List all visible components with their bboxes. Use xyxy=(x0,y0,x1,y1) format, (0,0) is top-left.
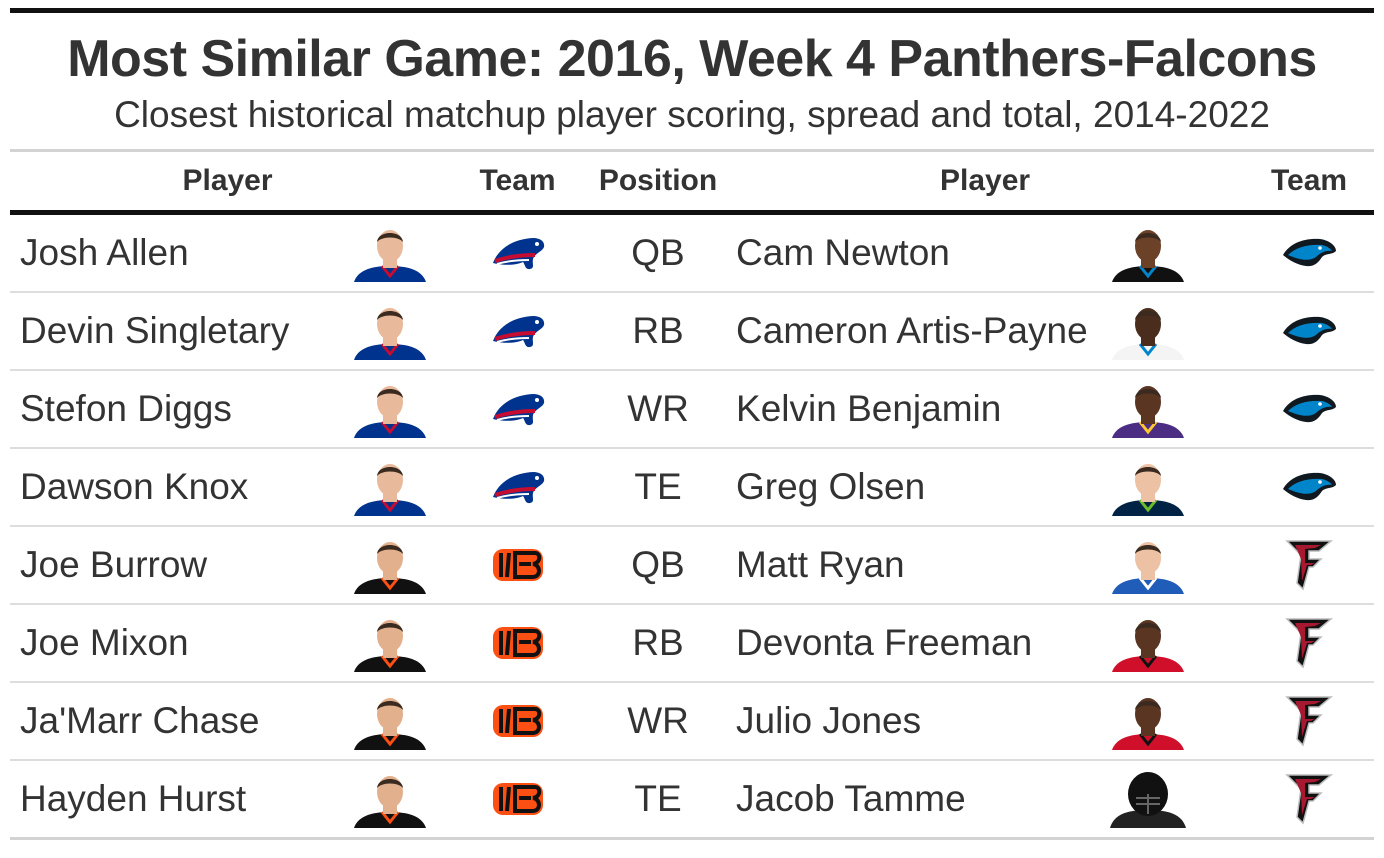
panthers-logo-icon xyxy=(1244,212,1375,293)
falcons-logo-icon xyxy=(1244,604,1375,683)
header-team-right: Team xyxy=(1244,152,1375,215)
bengals-logo-icon xyxy=(445,526,591,605)
helmet-silhouette-icon xyxy=(1051,760,1245,840)
position-cell: QB xyxy=(590,526,727,605)
red-jersey-headshot-icon xyxy=(1051,604,1245,683)
table-row: Joe Mixon RB Devonta Freeman xyxy=(10,604,1375,683)
bills-logo-icon xyxy=(445,212,591,293)
player-right-name: Kelvin Benjamin xyxy=(726,370,1052,449)
table-title: Most Similar Game: 2016, Week 4 Panthers… xyxy=(67,30,1317,88)
bengals-logo-icon xyxy=(445,604,591,683)
white-jersey-headshot-icon xyxy=(1051,292,1245,371)
table-row: Devin Singletary RB Cameron Artis-Payne xyxy=(10,292,1375,371)
bengals-logo-icon xyxy=(445,760,591,840)
player-left-name: Josh Allen xyxy=(10,212,335,293)
player-right-name: Greg Olsen xyxy=(726,448,1052,527)
table-row: Ja'Marr Chase WR Julio Jones xyxy=(10,682,1375,761)
player-right-name: Cameron Artis-Payne xyxy=(726,292,1088,371)
player-right-name: Cam Newton xyxy=(726,212,1052,293)
panthers-logo-icon xyxy=(1244,370,1375,449)
panthers-logo-icon xyxy=(1244,448,1375,527)
bills-headshot-icon xyxy=(335,448,446,527)
player-left-name: Joe Burrow xyxy=(10,526,335,605)
bills-logo-icon xyxy=(445,292,591,371)
position-cell: WR xyxy=(590,370,727,449)
position-cell: TE xyxy=(590,448,727,527)
player-right-name: Julio Jones xyxy=(726,682,1052,761)
header-position: Position xyxy=(590,152,727,215)
table-row: Stefon Diggs WR Kelvin Benjamin xyxy=(10,370,1375,449)
header-team-left: Team xyxy=(445,152,591,215)
bengals-headshot-icon xyxy=(335,526,446,605)
header-row: Player Team Position Player Team xyxy=(10,152,1375,215)
position-cell: RB xyxy=(590,292,727,371)
header-player-right: Player xyxy=(726,152,1245,215)
table-container: Most Similar Game: 2016, Week 4 Panthers… xyxy=(10,8,1375,840)
colts-headshot-icon xyxy=(1051,526,1245,605)
falcons-logo-icon xyxy=(1244,526,1375,605)
falcons-logo-icon xyxy=(1244,682,1375,761)
panthers-headshot-icon xyxy=(1051,212,1245,293)
player-left-name: Joe Mixon xyxy=(10,604,335,683)
top-divider xyxy=(10,8,1374,13)
position-cell: WR xyxy=(590,682,727,761)
subtitle-divider xyxy=(10,149,1374,152)
bills-logo-icon xyxy=(445,448,591,527)
bills-logo-icon xyxy=(445,370,591,449)
table-subtitle: Closest historical matchup player scorin… xyxy=(114,94,1270,135)
player-left-name: Hayden Hurst xyxy=(10,760,335,840)
bengals-headshot-icon xyxy=(335,682,446,761)
table-row: Hayden Hurst TE Jacob Tamme xyxy=(10,760,1375,840)
red-jersey-headshot-icon xyxy=(1051,682,1245,761)
bills-headshot-icon xyxy=(335,292,446,371)
bengals-logo-icon xyxy=(445,682,591,761)
player-right-name: Matt Ryan xyxy=(726,526,1052,605)
player-left-name: Ja'Marr Chase xyxy=(10,682,335,761)
position-cell: QB xyxy=(590,212,727,293)
matchup-table: Player Team Position Player Team Josh Al… xyxy=(10,152,1375,840)
player-right-name: Jacob Tamme xyxy=(726,760,1052,840)
position-cell: TE xyxy=(590,760,727,840)
player-left-name: Devin Singletary xyxy=(10,292,335,371)
table-row: Josh Allen QB Cam Newton xyxy=(10,212,1375,293)
falcons-logo-icon xyxy=(1244,760,1375,840)
player-left-name: Dawson Knox xyxy=(10,448,335,527)
panthers-logo-icon xyxy=(1244,292,1375,371)
bills-headshot-icon xyxy=(335,370,446,449)
table-row: Dawson Knox TE Greg Olsen xyxy=(10,448,1375,527)
player-left-name: Stefon Diggs xyxy=(10,370,335,449)
bills-headshot-icon xyxy=(335,212,446,293)
seahawks-headshot-icon xyxy=(1051,448,1245,527)
position-cell: RB xyxy=(590,604,727,683)
player-right-name: Devonta Freeman xyxy=(726,604,1052,683)
bengals-headshot-icon xyxy=(335,604,446,683)
table-row: Joe Burrow QB Matt Ryan xyxy=(10,526,1375,605)
bengals-headshot-icon xyxy=(335,760,446,840)
purple-jersey-headshot-icon xyxy=(1051,370,1245,449)
header-player-left: Player xyxy=(10,152,446,215)
